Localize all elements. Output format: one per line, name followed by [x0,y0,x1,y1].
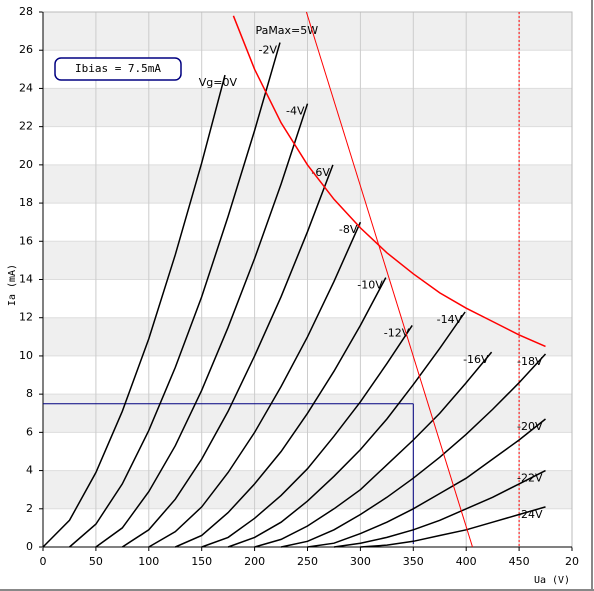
curve-label: -12V [384,326,410,339]
y-tick-label: 24 [19,81,33,94]
x-tick-label: 400 [456,555,477,568]
curve [121,164,334,548]
x-axis-label: Ua (V) [534,575,570,586]
curve [201,324,413,548]
curve [69,42,281,548]
curve [95,103,309,548]
y-tick-label: 28 [19,5,33,18]
curve-label: Vg=0V [199,76,238,89]
bias-label: Ibias = 7.5mA [75,62,161,75]
curve [333,469,546,548]
curve-label: -2V [258,44,277,57]
curve-label: -14V [437,313,463,326]
y-tick-label: 22 [19,120,33,133]
curve [148,221,362,548]
pamax-label: PaMax=5W [255,24,318,37]
curve-label: -22V [517,472,543,485]
curve-label: -10V [357,279,383,292]
y-tick-label: 12 [19,311,33,324]
y-tick-label: 14 [19,273,33,286]
x-tick-label: 250 [297,555,318,568]
y-tick-label: 4 [26,464,33,477]
y-tick-label: 2 [26,502,33,515]
y-tick-label: 0 [26,540,33,553]
x-tick-label: 20 [565,555,579,568]
curve-label: -6V [311,166,330,179]
y-axis-label: Ia (mA) [7,264,18,306]
curve-label: -16V [463,353,489,366]
curve-label: -20V [517,420,543,433]
curve [280,353,547,548]
curve [42,74,226,548]
curve [227,311,466,548]
load-line [305,11,473,548]
y-tick-label: 16 [19,234,33,247]
curve [360,506,546,548]
x-tick-label: 450 [509,555,530,568]
pamax-curve [232,15,546,348]
curve [175,277,387,548]
y-tick-label: 26 [19,43,33,56]
curve-label: -18V [517,355,543,368]
curve-label: -8V [339,223,358,236]
bias-box [54,57,182,81]
curve-label: -24V [517,508,543,521]
x-tick-label: 100 [138,555,159,568]
x-tick-label: 0 [40,555,47,568]
x-tick-label: 350 [403,555,424,568]
y-tick-label: 8 [26,387,33,400]
x-tick-label: 200 [244,555,265,568]
curve-label: -4V [286,105,305,118]
curve [307,418,546,548]
y-tick-label: 10 [19,349,33,362]
x-tick-label: 50 [89,555,103,568]
y-tick-label: 20 [19,158,33,171]
plot: Vg=0V -2V -4V -6V -8V -10V -12V -14V -16V -18V -20… [42,11,547,548]
x-tick-label: 150 [191,555,212,568]
x-tick-label: 300 [350,555,371,568]
y-tick-label: 6 [26,425,33,438]
curve [254,351,493,548]
y-tick-label: 18 [19,196,33,209]
